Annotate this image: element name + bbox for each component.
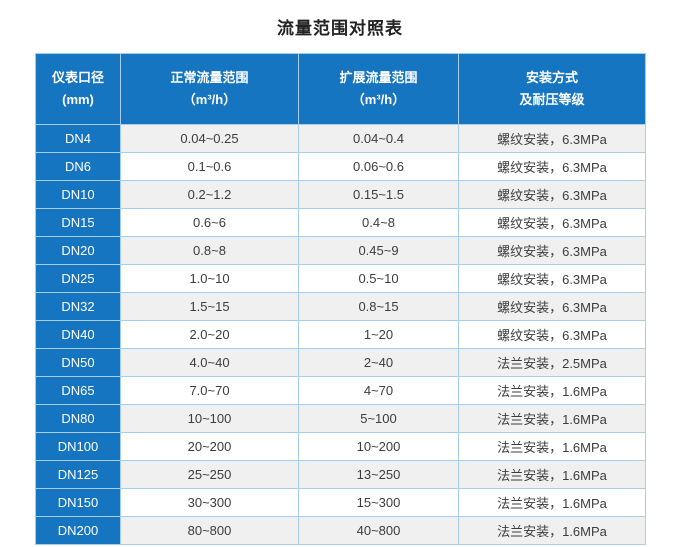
extended-range-cell: 15~300	[298, 488, 459, 517]
normal-range-cell: 0.1~0.6	[120, 152, 299, 181]
table-row: DN32 1.5~15 0.8~15 螺纹安装，6.3MPa	[35, 292, 646, 321]
dn-cell: DN125	[35, 460, 121, 489]
extended-range-cell: 0.4~8	[298, 208, 459, 237]
flow-range-table: 仪表口径 (mm) 正常流量范围 （m³/h） 扩展流量范围 （m³/h） 安装…	[35, 53, 646, 545]
table-row: DN200 80~800 40~800 法兰安装，1.6MPa	[35, 516, 646, 545]
table-row: DN25 1.0~10 0.5~10 螺纹安装，6.3MPa	[35, 264, 646, 293]
dn-cell: DN65	[35, 376, 121, 405]
normal-range-cell: 0.2~1.2	[120, 180, 299, 209]
normal-range-cell: 2.0~20	[120, 320, 299, 349]
normal-range-cell: 7.0~70	[120, 376, 299, 405]
dn-cell: DN40	[35, 320, 121, 349]
extended-range-cell: 2~40	[298, 348, 459, 377]
install-cell: 法兰安装，1.6MPa	[458, 404, 646, 433]
table-row: DN50 4.0~40 2~40 法兰安装，2.5MPa	[35, 348, 646, 377]
dn-cell: DN80	[35, 404, 121, 433]
table-row: DN40 2.0~20 1~20 螺纹安装，6.3MPa	[35, 320, 646, 349]
normal-range-cell: 0.8~8	[120, 236, 299, 265]
table-row: DN20 0.8~8 0.45~9 螺纹安装，6.3MPa	[35, 236, 646, 265]
extended-range-cell: 1~20	[298, 320, 459, 349]
normal-range-cell: 10~100	[120, 404, 299, 433]
dn-cell: DN150	[35, 488, 121, 517]
dn-cell: DN4	[35, 124, 121, 153]
header-extended-range-line1: 扩展流量范围	[339, 69, 418, 85]
normal-range-cell: 0.04~0.25	[120, 124, 299, 153]
extended-range-cell: 40~800	[298, 516, 459, 545]
dn-cell: DN32	[35, 292, 121, 321]
header-install-line1: 安装方式	[525, 69, 578, 85]
normal-range-cell: 30~300	[120, 488, 299, 517]
install-cell: 螺纹安装，6.3MPa	[458, 208, 646, 237]
install-cell: 螺纹安装，6.3MPa	[458, 180, 646, 209]
header-extended-range: 扩展流量范围 （m³/h）	[298, 53, 459, 125]
normal-range-cell: 80~800	[120, 516, 299, 545]
install-cell: 法兰安装，1.6MPa	[458, 460, 646, 489]
dn-cell: DN25	[35, 264, 121, 293]
table-row: DN125 25~250 13~250 法兰安装，1.6MPa	[35, 460, 646, 489]
normal-range-cell: 20~200	[120, 432, 299, 461]
install-cell: 法兰安装，2.5MPa	[458, 348, 646, 377]
table-row: DN10 0.2~1.2 0.15~1.5 螺纹安装，6.3MPa	[35, 180, 646, 209]
extended-range-cell: 0.5~10	[298, 264, 459, 293]
install-cell: 螺纹安装，6.3MPa	[458, 320, 646, 349]
header-diameter-line1: 仪表口径	[51, 69, 104, 85]
header-normal-range-line1: 正常流量范围	[170, 69, 249, 85]
table-body: DN4 0.04~0.25 0.04~0.4 螺纹安装，6.3MPa DN6 0.1~0.…	[35, 124, 646, 545]
install-cell: 螺纹安装，6.3MPa	[458, 124, 646, 153]
install-cell: 螺纹安装，6.3MPa	[458, 236, 646, 265]
install-cell: 法兰安装，1.6MPa	[458, 432, 646, 461]
header-normal-range: 正常流量范围 （m³/h）	[120, 53, 299, 125]
table-row: DN65 7.0~70 4~70 法兰安装，1.6MPa	[35, 376, 646, 405]
header-normal-range-line2: （m³/h）	[182, 92, 237, 107]
install-cell: 法兰安装，1.6MPa	[458, 516, 646, 545]
install-cell: 螺纹安装，6.3MPa	[458, 292, 646, 321]
table-row: DN6 0.1~0.6 0.06~0.6 螺纹安装，6.3MPa	[35, 152, 646, 181]
dn-cell: DN50	[35, 348, 121, 377]
install-cell: 法兰安装，1.6MPa	[458, 488, 646, 517]
normal-range-cell: 1.5~15	[120, 292, 299, 321]
dn-cell: DN15	[35, 208, 121, 237]
header-extended-range-line2: （m³/h）	[351, 92, 406, 107]
header-install: 安装方式 及耐压等级	[458, 53, 646, 125]
normal-range-cell: 0.6~6	[120, 208, 299, 237]
header-install-line2: 及耐压等级	[519, 92, 585, 107]
normal-range-cell: 4.0~40	[120, 348, 299, 377]
table-row: DN150 30~300 15~300 法兰安装，1.6MPa	[35, 488, 646, 517]
extended-range-cell: 0.45~9	[298, 236, 459, 265]
table-row: DN4 0.04~0.25 0.04~0.4 螺纹安装，6.3MPa	[35, 124, 646, 153]
dn-cell: DN10	[35, 180, 121, 209]
page-title: 流量范围对照表	[277, 19, 403, 38]
install-cell: 法兰安装，1.6MPa	[458, 376, 646, 405]
header-diameter-line2: (mm)	[62, 92, 94, 107]
install-cell: 螺纹安装，6.3MPa	[458, 264, 646, 293]
dn-cell: DN100	[35, 432, 121, 461]
table-row: DN15 0.6~6 0.4~8 螺纹安装，6.3MPa	[35, 208, 646, 237]
dn-cell: DN200	[35, 516, 121, 545]
extended-range-cell: 13~250	[298, 460, 459, 489]
dn-cell: DN6	[35, 152, 121, 181]
table-row: DN100 20~200 10~200 法兰安装，1.6MPa	[35, 432, 646, 461]
normal-range-cell: 25~250	[120, 460, 299, 489]
extended-range-cell: 4~70	[298, 376, 459, 405]
table-row: DN80 10~100 5~100 法兰安装，1.6MPa	[35, 404, 646, 433]
install-cell: 螺纹安装，6.3MPa	[458, 152, 646, 181]
extended-range-cell: 10~200	[298, 432, 459, 461]
header-diameter: 仪表口径 (mm)	[35, 53, 121, 125]
normal-range-cell: 1.0~10	[120, 264, 299, 293]
extended-range-cell: 0.8~15	[298, 292, 459, 321]
dn-cell: DN20	[35, 236, 121, 265]
extended-range-cell: 0.06~0.6	[298, 152, 459, 181]
extended-range-cell: 0.04~0.4	[298, 124, 459, 153]
extended-range-cell: 0.15~1.5	[298, 180, 459, 209]
table-header-row: 仪表口径 (mm) 正常流量范围 （m³/h） 扩展流量范围 （m³/h） 安装…	[35, 53, 646, 125]
extended-range-cell: 5~100	[298, 404, 459, 433]
